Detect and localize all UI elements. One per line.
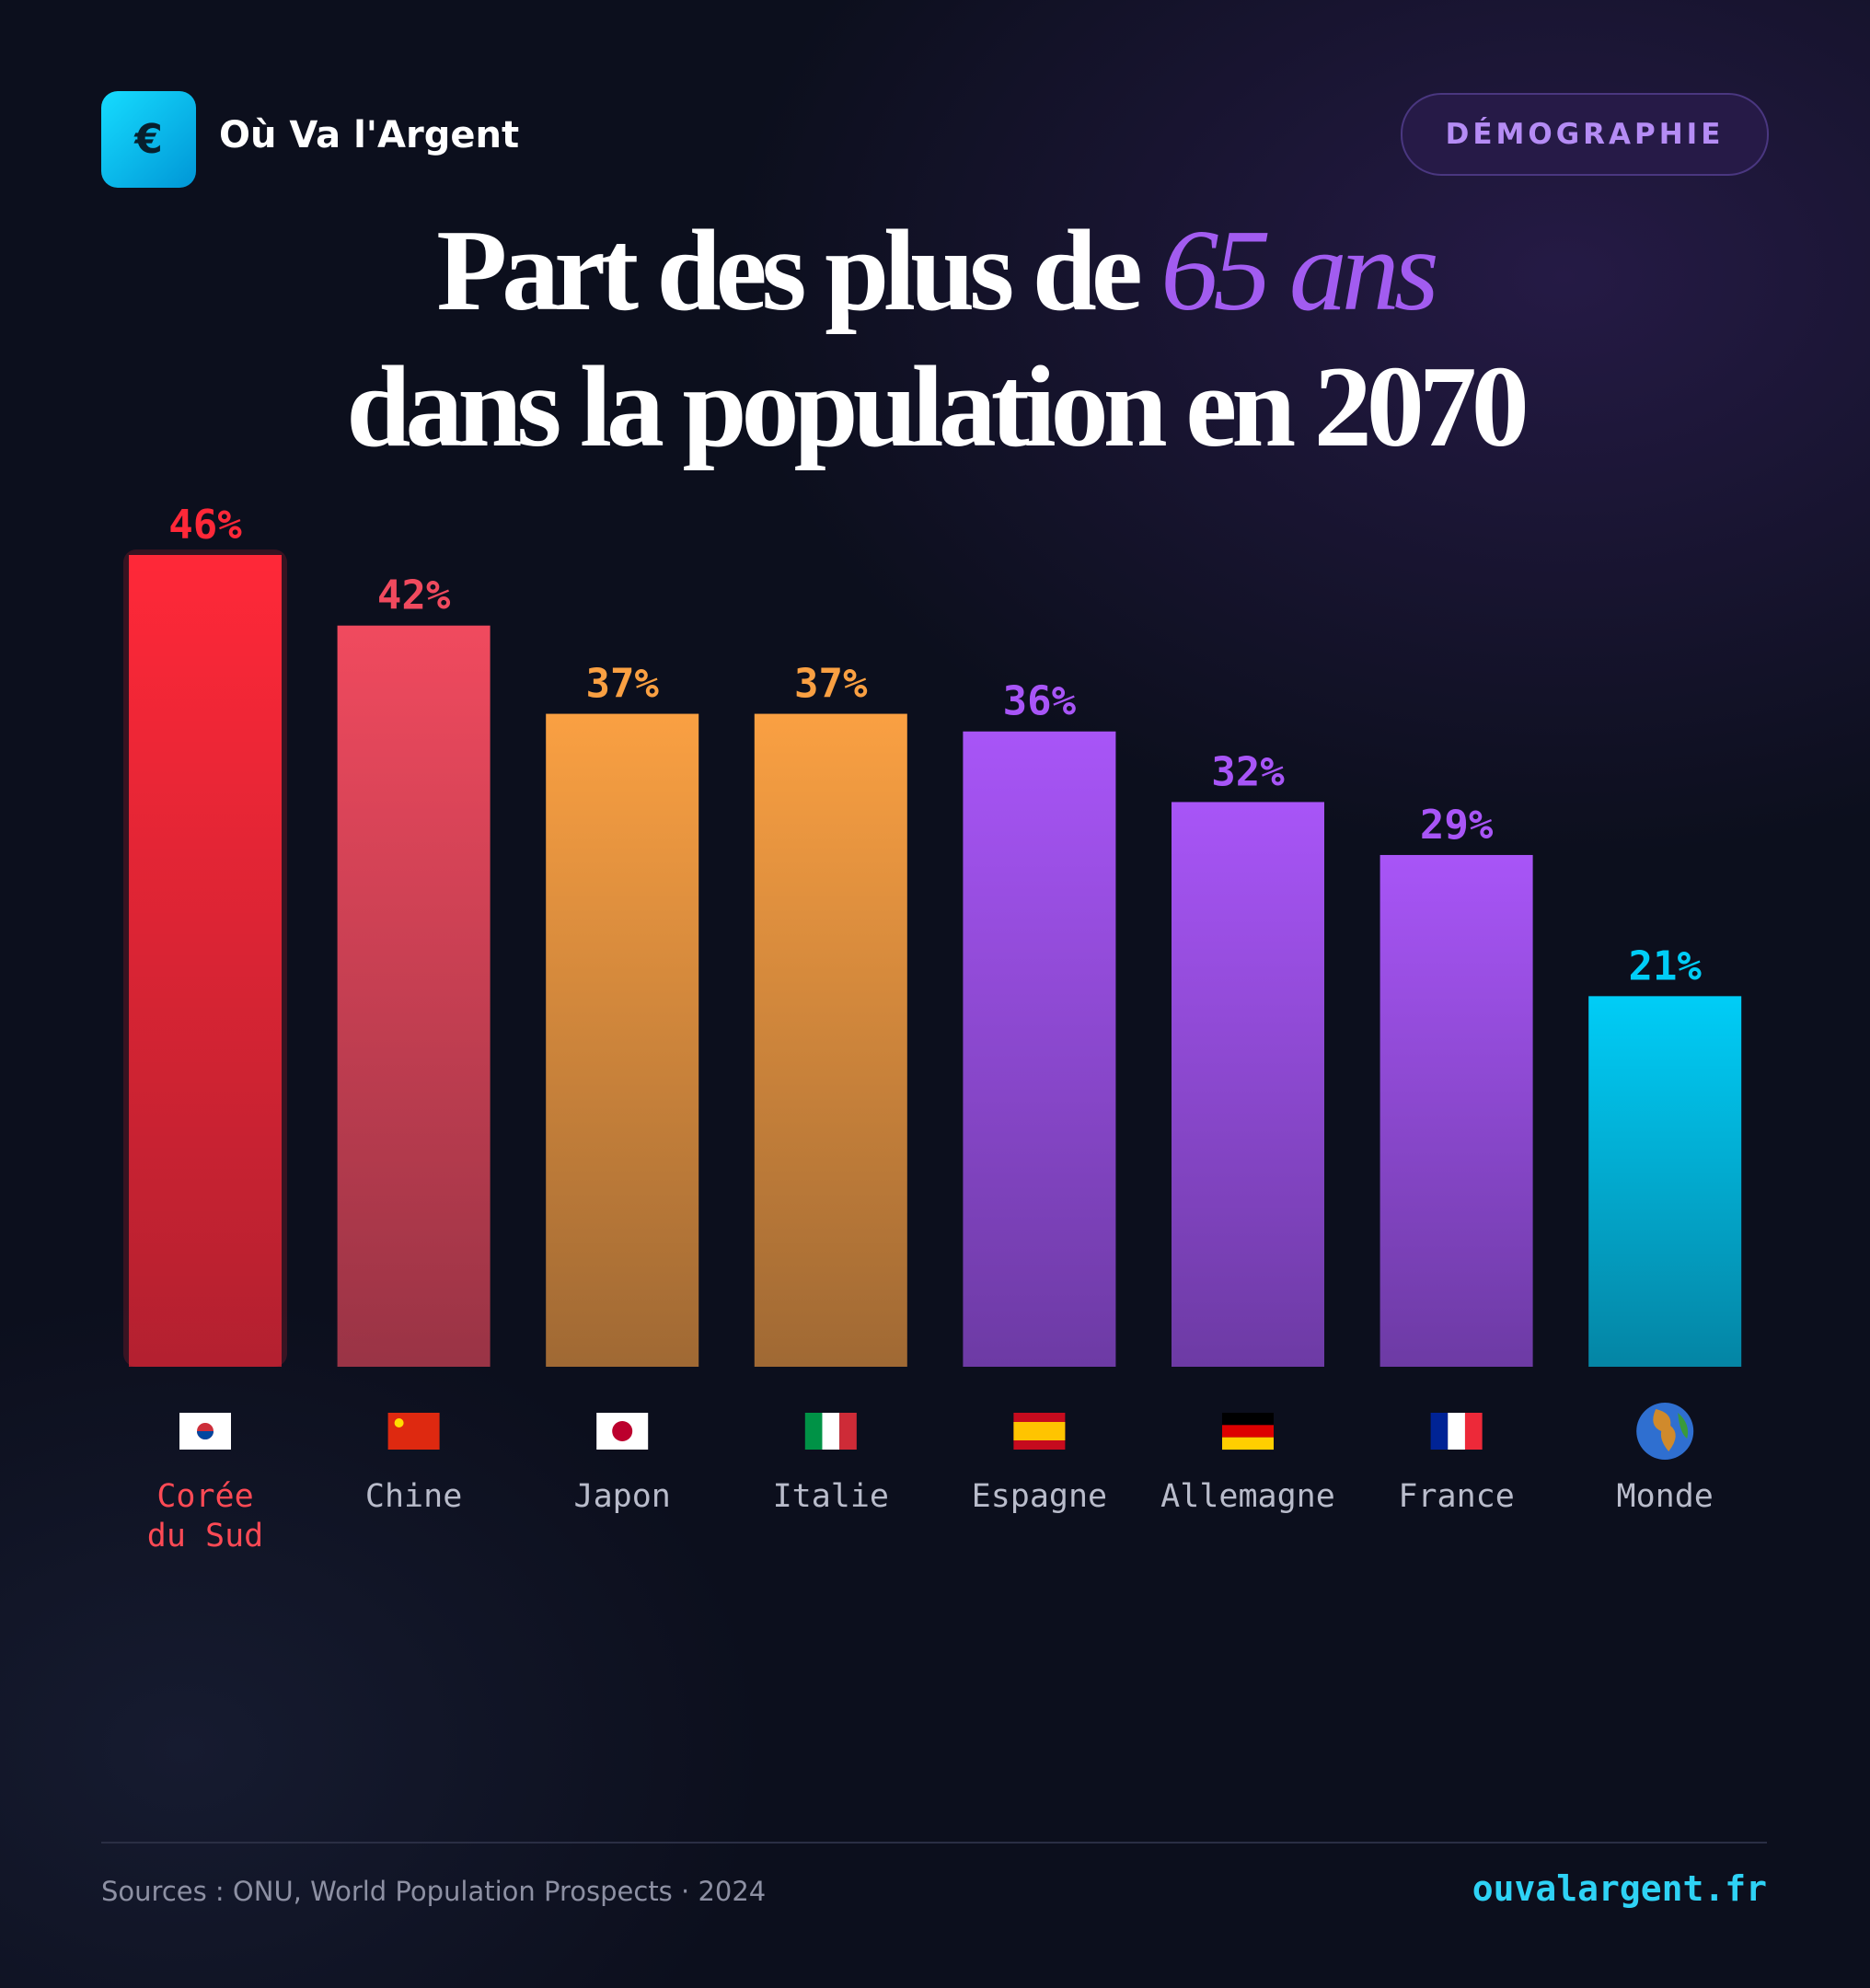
flag-icon: [1013, 1413, 1066, 1450]
divider: [101, 1842, 1767, 1844]
flag-icon: [1222, 1413, 1274, 1451]
category-label-box: Italie: [757, 1477, 905, 1517]
category-label-box: Monde: [1591, 1477, 1738, 1517]
value-label: 36%: [1003, 678, 1077, 725]
category-label-box: Chine: [341, 1477, 488, 1517]
flag-icon: [179, 1413, 231, 1450]
x-tick-label: Espagne: [971, 1478, 1108, 1515]
x-tick-label: Japon: [573, 1478, 671, 1515]
logo: €: [101, 91, 196, 188]
value-label: 42%: [377, 572, 451, 619]
category-label-box: Allemagne: [1160, 1477, 1335, 1517]
flag-icon: [1636, 1403, 1694, 1460]
category-label-box: Corée du Sud: [132, 1477, 279, 1556]
value-label: 46%: [168, 502, 242, 549]
flag-icon: [596, 1413, 649, 1450]
x-tick-label: Chine: [364, 1478, 463, 1515]
flag-icon: [804, 1413, 857, 1450]
site-url: ouvalargent.fr: [1472, 1868, 1767, 1909]
value-label: 21%: [1628, 942, 1702, 989]
source: Sources : ONU, World Population Prospect…: [101, 1876, 767, 1907]
category-label-box: Japon: [548, 1477, 696, 1517]
bar: [129, 555, 282, 1367]
bar: [546, 713, 699, 1367]
bar: [1172, 802, 1324, 1367]
value-label: 37%: [585, 661, 659, 708]
x-tick-label: Allemagne: [1160, 1478, 1335, 1515]
brand: Où Va l'Argent: [219, 114, 520, 156]
bar: [337, 625, 491, 1367]
category-label-box: Espagne: [965, 1477, 1113, 1517]
value-label: 29%: [1420, 802, 1494, 849]
tag-badge: DÉMOGRAPHIE: [1401, 93, 1769, 176]
x-tick-label: France: [1398, 1478, 1515, 1515]
value-label: 32%: [1211, 748, 1285, 795]
flag-icon: [387, 1413, 440, 1450]
value-label: 37%: [794, 661, 868, 708]
x-tick-label: Italie: [772, 1478, 890, 1515]
chart-title: Part des plus de 65 ans: [0, 214, 1870, 329]
title-line: Part des plus de: [436, 207, 1143, 335]
flag-icon: [1430, 1413, 1483, 1450]
title-highlight: 65 ans: [1160, 207, 1439, 335]
bar: [1588, 996, 1742, 1367]
chart-title: dans la population en 2070: [346, 343, 1529, 471]
bar: [1379, 854, 1533, 1367]
bar: [754, 713, 907, 1367]
x-tick-label: Corée du Sud: [146, 1478, 264, 1555]
x-tick-label: Monde: [1616, 1478, 1714, 1515]
bar: [963, 731, 1116, 1367]
category-label-box: France: [1383, 1477, 1530, 1517]
